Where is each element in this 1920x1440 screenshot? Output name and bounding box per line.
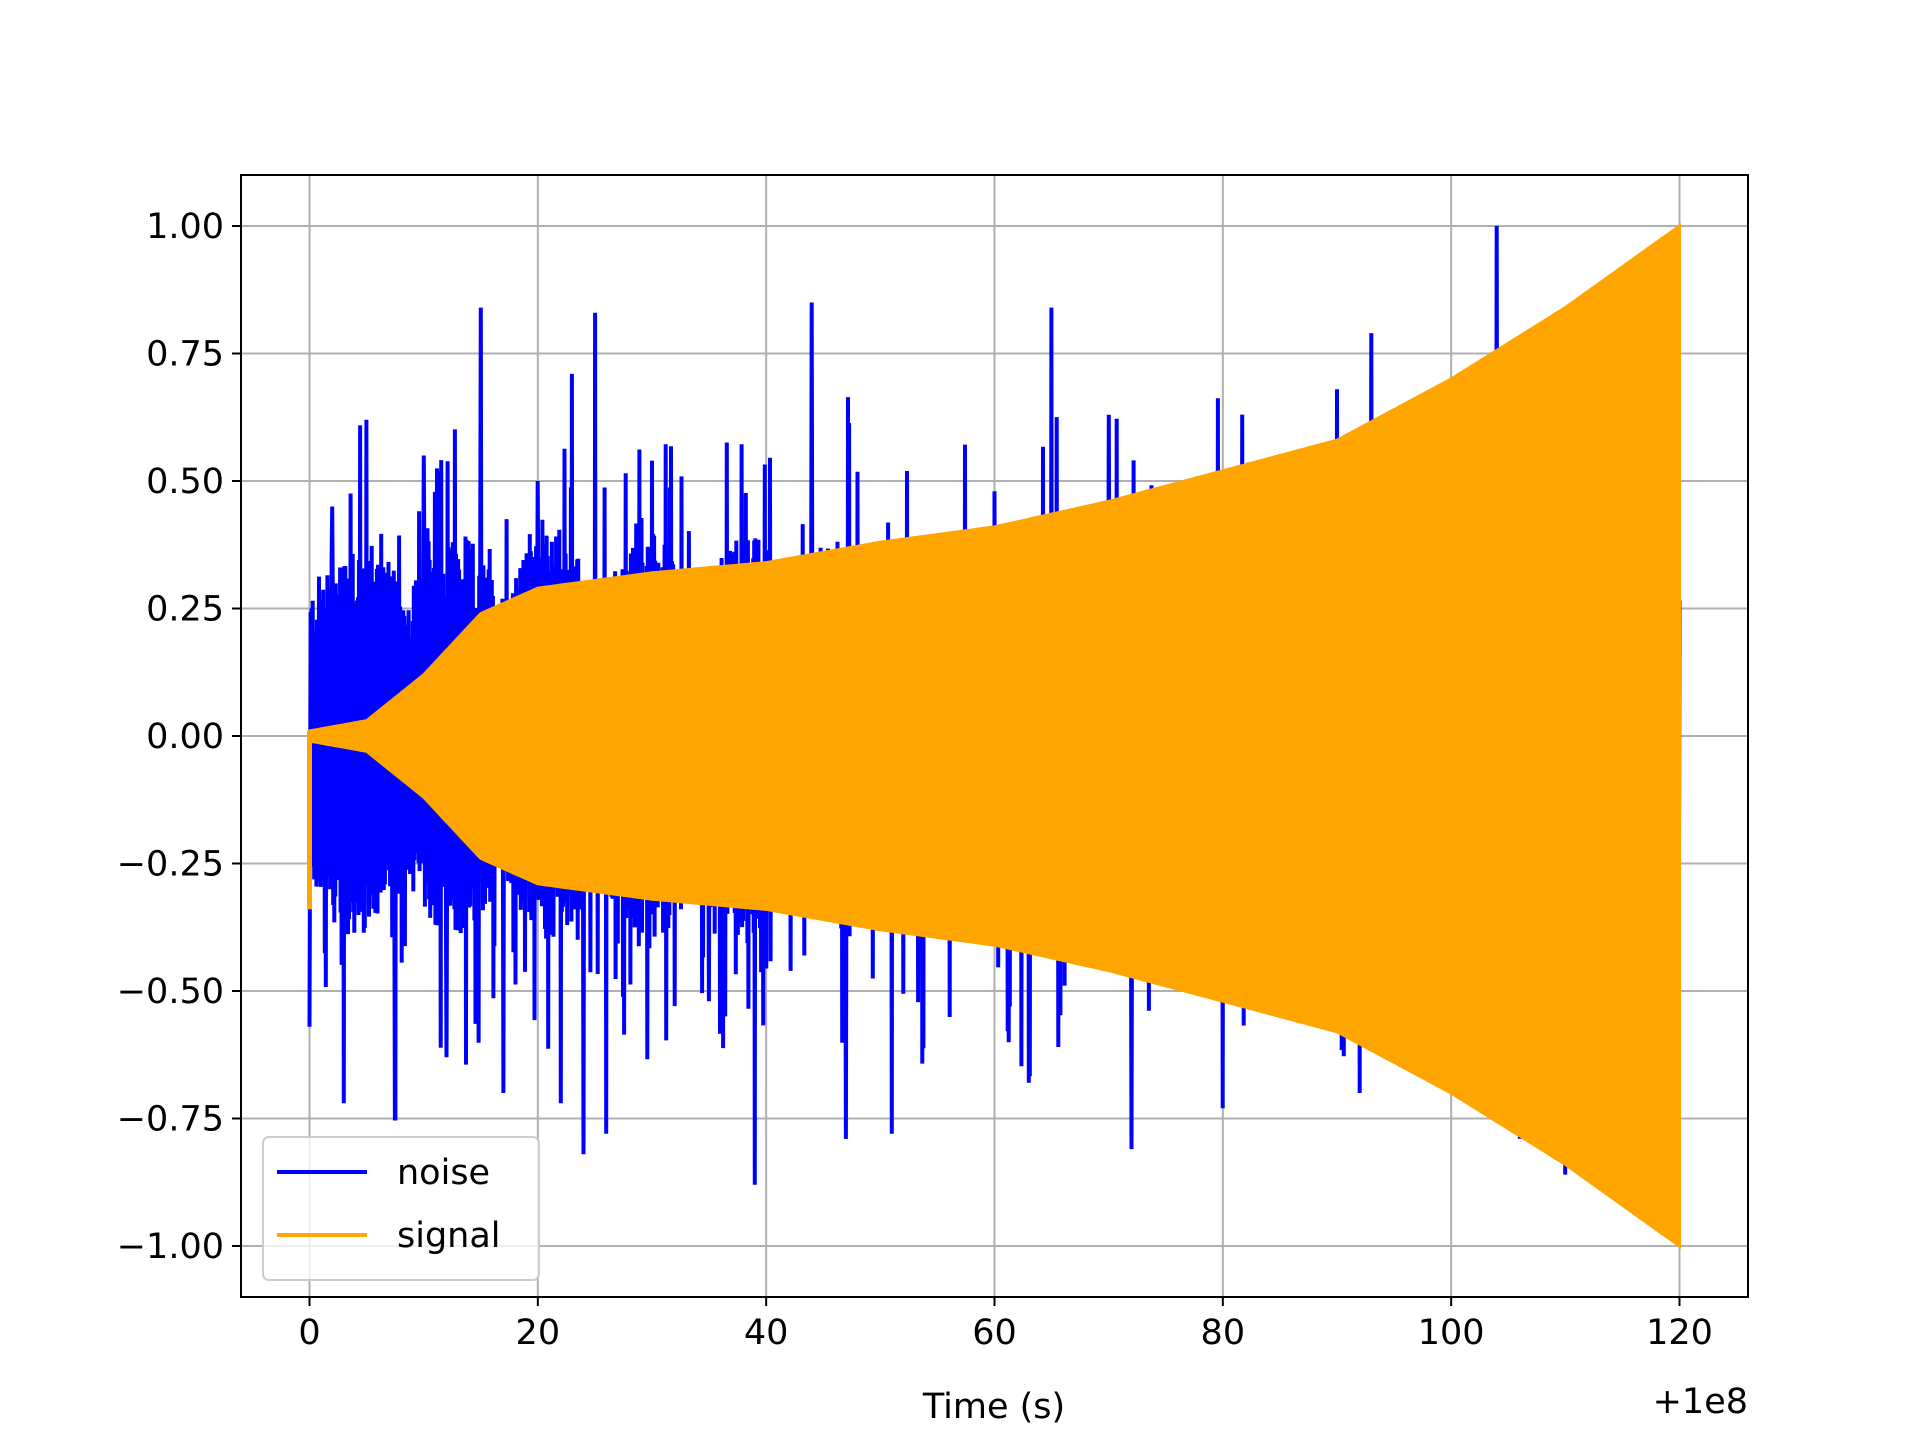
- legend-noise-label: noise: [397, 1153, 490, 1193]
- x-axis-offset-label: +1e8: [1653, 1382, 1748, 1422]
- x-tick-label: 0: [298, 1313, 320, 1353]
- y-tick-label: 0.25: [146, 590, 224, 630]
- x-tick-label: 40: [744, 1313, 789, 1353]
- axis-ticks: 0 20 40 60 80 100 120 1.00 0.75 0.50 0.25 0.00 −0.25…: [117, 207, 1713, 1353]
- x-axis-label: Time (s): [922, 1387, 1065, 1427]
- signal-series-area: [308, 223, 1681, 1249]
- y-tick-label: 1.00: [146, 207, 224, 247]
- y-tick-label: −0.75: [117, 1100, 224, 1140]
- legend-signal-label: signal: [397, 1216, 501, 1256]
- y-tick-label: −0.25: [117, 845, 224, 885]
- y-tick-label: 0.75: [146, 335, 224, 375]
- x-tick-label: 120: [1646, 1313, 1713, 1353]
- y-tick-label: 0.00: [146, 717, 224, 757]
- legend: noise signal: [262, 1136, 540, 1281]
- x-tick-label: 60: [972, 1313, 1017, 1353]
- y-tick-label: −1.00: [117, 1227, 224, 1267]
- y-tick-label: −0.50: [117, 972, 224, 1012]
- x-tick-label: 100: [1418, 1313, 1485, 1353]
- x-tick-label: 20: [516, 1313, 561, 1353]
- x-tick-label: 80: [1201, 1313, 1246, 1353]
- plot-area: [307, 223, 1682, 1249]
- y-tick-label: 0.50: [146, 462, 224, 502]
